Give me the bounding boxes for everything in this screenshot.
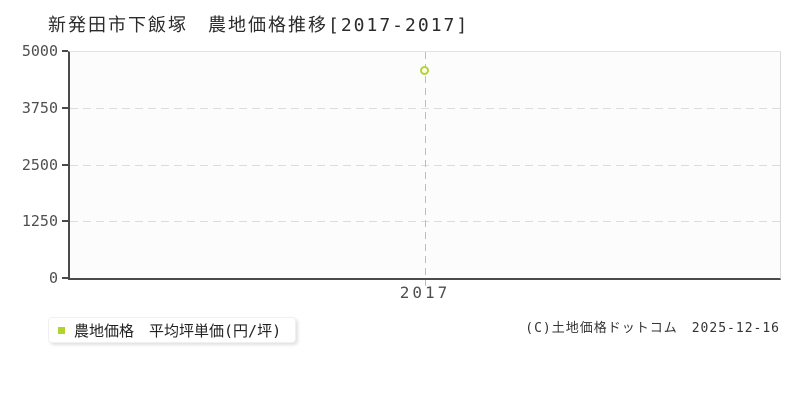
x-guide-dashed-line: [425, 52, 426, 286]
y-axis-tick: [62, 277, 68, 279]
y-axis-label: 5000: [21, 42, 58, 60]
data-point-marker: [420, 66, 429, 75]
y-axis-tick: [62, 107, 68, 109]
y-axis-label: 2500: [21, 156, 58, 174]
y-axis-label: 0: [48, 269, 58, 287]
y-axis-label: 1250: [21, 212, 58, 230]
legend-label: 農地価格 平均坪単価(円/坪): [74, 321, 282, 340]
legend-marker-square-icon: [58, 326, 65, 334]
copyright-text: (C)土地価格ドットコム 2025-12-16: [525, 321, 780, 336]
y-axis-tick: [62, 50, 68, 52]
x-axis-label: 2017: [399, 283, 451, 302]
y-axis-tick: [62, 220, 68, 222]
chart-title: 新発田市下飯塚 農地価格推移[2017-2017]: [48, 15, 470, 36]
y-axis-tick: [62, 164, 68, 166]
legend: 農地価格 平均坪単価(円/坪): [48, 317, 297, 343]
y-axis-label: 3750: [21, 99, 58, 117]
